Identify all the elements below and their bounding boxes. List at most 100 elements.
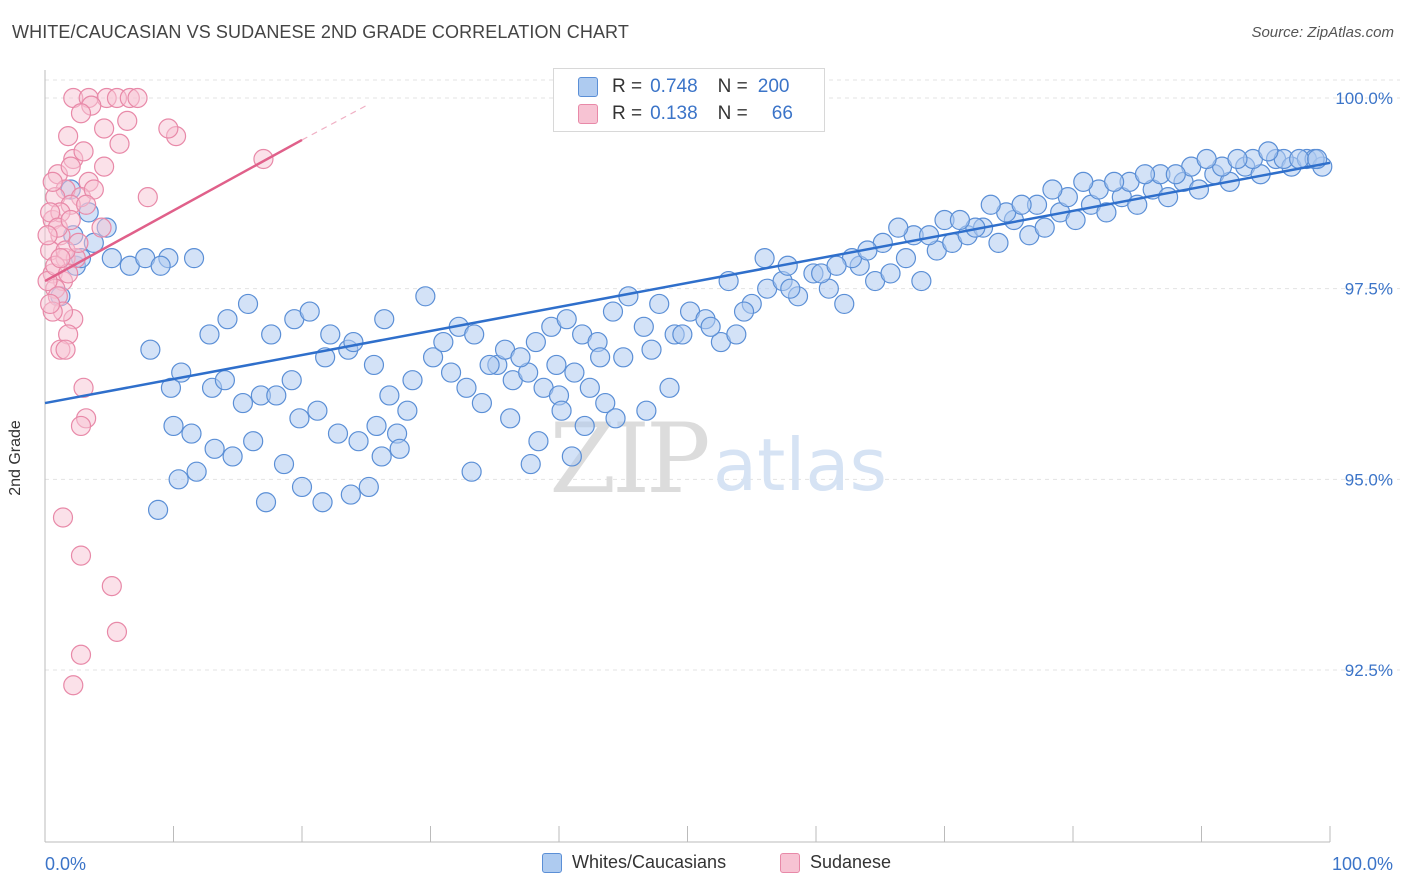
point-whites: [140, 339, 161, 360]
point-sudanese: [42, 171, 63, 192]
point-whites: [733, 301, 755, 322]
point-whites: [327, 423, 349, 444]
point-whites: [237, 293, 259, 315]
axes: [44, 70, 1331, 843]
legend-row-whites: R = 0.748 N = 200: [578, 75, 789, 99]
correlation-legend: R = 0.748 N = 200 R = 0.138 N = 66: [553, 68, 825, 132]
point-whites: [520, 453, 541, 475]
point-whites: [440, 362, 462, 383]
point-whites: [186, 461, 207, 482]
point-whites: [168, 469, 189, 490]
point-whites: [199, 324, 220, 345]
point-whites: [672, 324, 693, 345]
point-sudanese: [94, 156, 115, 177]
legend-n-label: N =: [717, 76, 748, 97]
source-label: Source: ZipAtlas.com: [1251, 24, 1394, 41]
trend-line-sudanese: [44, 138, 303, 283]
legend-item-whites[interactable]: Whites/Caucasians: [542, 852, 726, 873]
point-whites: [754, 248, 775, 269]
point-whites: [289, 408, 310, 429]
point-whites: [641, 339, 662, 360]
point-whites: [726, 324, 747, 345]
point-whites: [1073, 171, 1094, 192]
point-whites: [500, 408, 521, 429]
point-whites: [633, 316, 654, 337]
point-sudanese: [73, 377, 94, 398]
point-whites: [1165, 164, 1186, 185]
point-whites: [1065, 209, 1086, 231]
series-legend: Whites/Caucasians Sudanese: [0, 852, 1406, 876]
point-whites: [222, 446, 243, 467]
point-whites: [659, 377, 680, 398]
point-whites: [456, 377, 477, 398]
point-sudanese: [50, 248, 71, 269]
point-whites: [636, 400, 657, 421]
point-sudanese: [70, 545, 92, 566]
legend-swatch-whites: [542, 852, 562, 873]
y-tick-label: 97.5%: [1345, 280, 1393, 299]
point-whites: [433, 331, 454, 353]
point-whites: [281, 370, 302, 391]
trend-lines: [44, 105, 1331, 405]
point-whites: [574, 415, 595, 437]
tick-labels: 92.5% 95.0% 97.5% 100.0% 0.0% 100.0%: [45, 89, 1393, 874]
point-whites: [780, 278, 801, 299]
point-sudanese: [94, 118, 115, 139]
point-sudanese: [68, 232, 89, 254]
point-whites: [1258, 141, 1279, 162]
point-whites: [471, 392, 492, 414]
point-whites: [397, 400, 418, 421]
y-tick-label: 100.0%: [1335, 89, 1393, 108]
legend-r-value-whites: 0.748: [650, 76, 698, 97]
legend-swatch-sudanese: [780, 852, 800, 873]
point-whites: [183, 248, 205, 269]
point-sudanese: [70, 415, 92, 437]
point-sudanese: [73, 141, 94, 162]
point-sudanese: [70, 103, 92, 124]
point-whites: [595, 392, 616, 414]
point-whites: [834, 293, 855, 315]
point-whites: [261, 324, 282, 345]
legend-swatch-whites: [578, 77, 598, 97]
legend-n-value-whites: 200: [757, 76, 790, 97]
point-whites: [561, 446, 582, 467]
point-whites: [1157, 187, 1179, 208]
point-whites: [291, 476, 313, 498]
legend-item-sudanese[interactable]: Sudanese: [780, 852, 891, 873]
point-whites: [214, 370, 235, 391]
point-whites: [895, 248, 917, 269]
point-whites: [1196, 148, 1217, 170]
point-whites: [243, 431, 264, 452]
point-whites: [415, 286, 436, 307]
point-whites: [546, 354, 567, 376]
point-whites: [320, 324, 341, 345]
point-sudanese: [109, 133, 130, 154]
point-sudanese: [91, 217, 112, 238]
point-sudanese: [127, 87, 148, 109]
trend-extension-sudanese: [301, 105, 367, 141]
point-whites: [510, 347, 531, 368]
point-whites: [147, 499, 169, 520]
point-whites: [366, 415, 387, 437]
point-sudanese: [70, 644, 92, 665]
point-whites: [700, 316, 721, 337]
point-whites: [1134, 164, 1156, 185]
point-whites: [389, 438, 410, 459]
point-whites: [556, 309, 577, 330]
point-whites: [826, 255, 847, 276]
point-whites: [464, 324, 485, 345]
point-whites: [348, 431, 369, 452]
point-whites: [911, 270, 932, 292]
legend-swatch-sudanese: [578, 104, 598, 124]
legend-n-value-sudanese: 66: [771, 103, 793, 124]
point-whites: [613, 347, 634, 368]
point-whites: [949, 209, 971, 231]
point-whites: [461, 461, 482, 482]
point-whites: [273, 453, 295, 475]
point-whites: [1096, 202, 1117, 223]
x-tick-label-min: 0.0%: [45, 854, 86, 874]
y-tick-label: 95.0%: [1345, 470, 1393, 489]
point-whites: [880, 263, 901, 284]
legend-label-whites: Whites/Caucasians: [572, 852, 727, 872]
